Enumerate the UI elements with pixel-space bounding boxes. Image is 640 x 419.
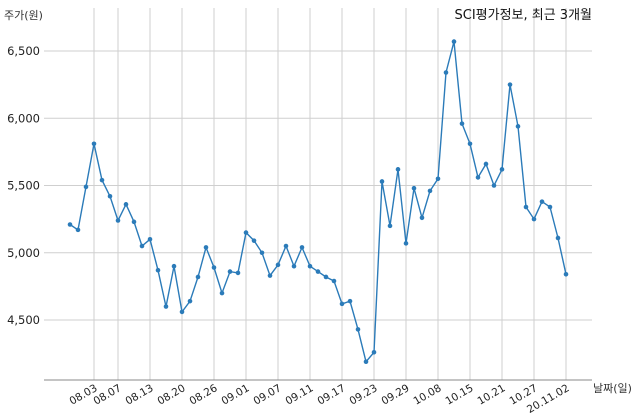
data-point: [323, 274, 329, 280]
data-point: [163, 304, 169, 309]
data-point: [427, 188, 433, 194]
x-tick-label: 09.11: [283, 382, 315, 407]
data-point: [315, 269, 321, 274]
data-point: [259, 250, 265, 256]
data-point: [339, 301, 345, 307]
data-point: [131, 219, 137, 225]
data-point: [531, 216, 537, 222]
data-point: [139, 243, 145, 249]
x-tick-label: 09.17: [315, 382, 347, 407]
y-tick-label: 6,000: [7, 111, 40, 125]
y-tick-label: 5,500: [7, 179, 40, 193]
x-tick-label: 10.21: [475, 382, 507, 407]
data-point: [291, 263, 297, 269]
x-axis-label: 날짜(일): [593, 381, 632, 395]
data-point: [91, 141, 97, 147]
y-tick-label: 6,500: [7, 44, 40, 58]
series-points: [67, 39, 569, 364]
data-point: [211, 265, 217, 270]
data-point: [523, 204, 529, 210]
data-point: [515, 124, 521, 129]
data-point: [459, 121, 465, 126]
x-tick-label: 08.13: [123, 382, 155, 407]
x-tick-label: 09.07: [251, 382, 283, 407]
data-point: [547, 204, 553, 210]
y-axis-label: 주가(원): [4, 9, 43, 22]
data-point: [507, 82, 513, 87]
chart-title: SCI평가정보, 최근 3개월: [454, 8, 592, 23]
data-point: [555, 235, 561, 241]
y-gridlines: [44, 50, 592, 321]
data-point: [267, 273, 273, 278]
data-point: [355, 327, 361, 332]
data-point: [251, 238, 257, 243]
data-point: [171, 263, 177, 269]
data-point: [403, 241, 409, 246]
x-tick-label: 09.01: [219, 382, 251, 407]
y-tick-label: 4,500: [7, 313, 40, 327]
data-point: [379, 179, 385, 184]
data-point: [275, 262, 281, 268]
data-point: [347, 298, 353, 304]
data-point: [187, 298, 193, 304]
data-point: [419, 215, 425, 221]
data-point: [107, 193, 113, 199]
y-tick-labels: 4,500 5,000 5,500 6,000 6,500: [7, 44, 40, 327]
data-point: [155, 267, 161, 273]
data-point: [475, 175, 481, 180]
data-point: [371, 349, 377, 355]
data-point: [227, 269, 233, 274]
data-point: [435, 176, 441, 182]
x-tick-label: 09.29: [379, 382, 411, 407]
data-point: [83, 184, 89, 190]
data-point: [283, 243, 289, 249]
data-point: [411, 185, 417, 191]
data-point: [443, 70, 449, 75]
data-point: [563, 271, 569, 277]
data-point: [219, 290, 225, 296]
data-point: [395, 167, 401, 172]
data-point: [299, 245, 305, 250]
data-point: [235, 270, 241, 276]
data-point: [387, 223, 393, 229]
y-tick-label: 5,000: [7, 246, 40, 260]
data-point: [539, 199, 545, 204]
x-tick-label: 08.07: [91, 382, 123, 407]
data-point: [203, 245, 209, 250]
data-point: [179, 309, 185, 315]
data-point: [451, 39, 457, 44]
data-point: [115, 218, 121, 223]
x-tick-label: 09.23: [347, 382, 379, 407]
x-tick-label: 08.20: [155, 382, 187, 407]
x-tick-label: 08.26: [187, 382, 219, 408]
data-point: [243, 230, 249, 235]
data-point: [147, 237, 153, 242]
data-point: [195, 274, 201, 280]
data-point: [331, 278, 337, 284]
data-point: [67, 222, 73, 227]
data-point: [123, 202, 129, 207]
x-gridlines: [93, 8, 567, 380]
data-point: [363, 359, 369, 364]
data-point: [483, 161, 489, 167]
data-point: [491, 183, 497, 188]
x-tick-label: 10.15: [443, 382, 475, 407]
data-point: [467, 141, 473, 147]
data-point: [75, 227, 81, 233]
x-tick-label: 10.08: [411, 382, 443, 407]
data-point: [99, 177, 105, 183]
series-line: [69, 41, 567, 364]
data-point: [307, 263, 313, 269]
data-point: [499, 167, 505, 172]
